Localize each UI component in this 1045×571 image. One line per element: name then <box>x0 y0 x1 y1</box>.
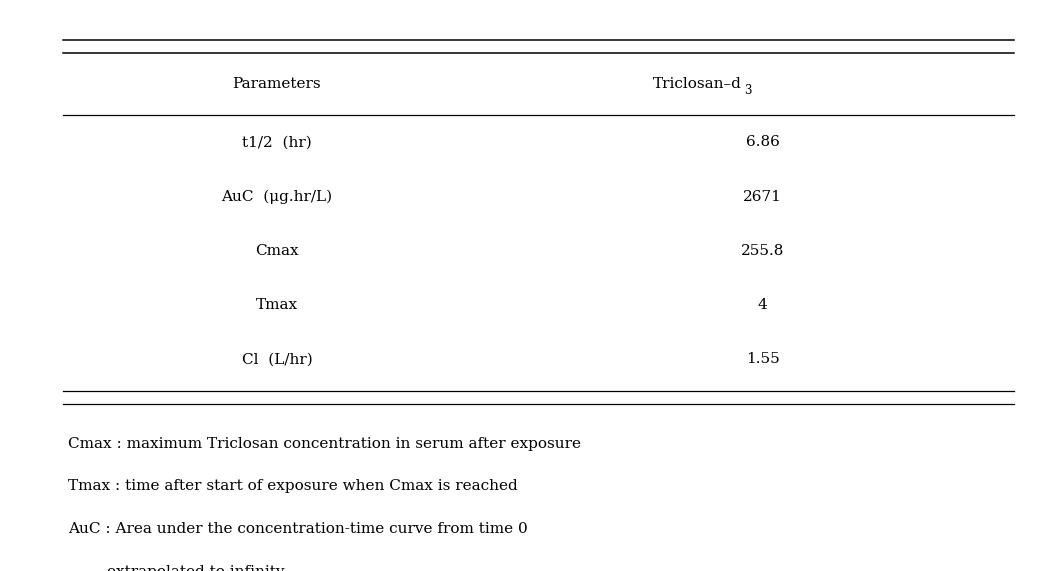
Text: Cmax: Cmax <box>255 244 299 258</box>
Text: Triclosan–d: Triclosan–d <box>653 77 742 91</box>
Text: AuC : Area under the concentration-time curve from time 0: AuC : Area under the concentration-time … <box>68 522 528 536</box>
Text: 3: 3 <box>744 85 751 97</box>
Text: 2671: 2671 <box>743 190 783 204</box>
Text: Tmax: Tmax <box>256 298 298 312</box>
Text: Cl  (L/hr): Cl (L/hr) <box>241 352 312 367</box>
Text: Tmax : time after start of exposure when Cmax is reached: Tmax : time after start of exposure when… <box>68 480 517 493</box>
Text: 255.8: 255.8 <box>741 244 785 258</box>
Text: 4: 4 <box>758 298 768 312</box>
Text: Cmax : maximum Triclosan concentration in serum after exposure: Cmax : maximum Triclosan concentration i… <box>68 437 581 451</box>
Text: Parameters: Parameters <box>233 77 321 91</box>
Text: 6.86: 6.86 <box>746 135 780 150</box>
Text: extrapolated to infinity: extrapolated to infinity <box>68 565 284 571</box>
Text: t1/2  (hr): t1/2 (hr) <box>242 135 311 150</box>
Text: AuC  (μg.hr/L): AuC (μg.hr/L) <box>222 190 332 204</box>
Text: 1.55: 1.55 <box>746 352 780 367</box>
